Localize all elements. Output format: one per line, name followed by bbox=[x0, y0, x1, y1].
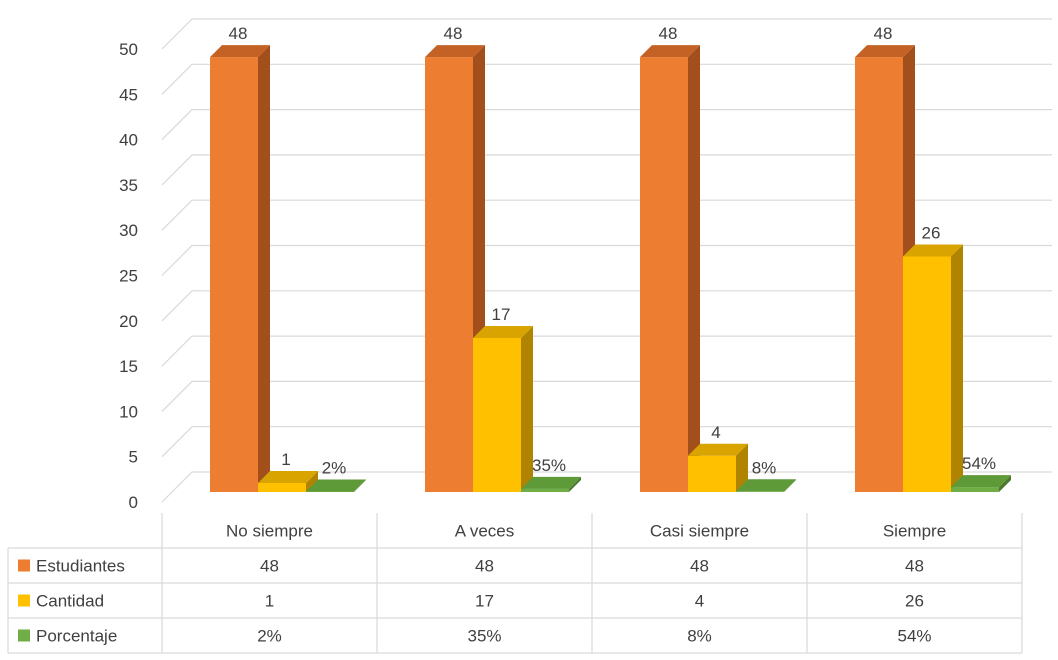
data-label: 54% bbox=[962, 454, 996, 473]
gridline bbox=[161, 199, 1052, 231]
table-cell: 4 bbox=[695, 592, 704, 611]
table-cell: 48 bbox=[260, 557, 279, 576]
data-label: 48 bbox=[659, 24, 678, 43]
bar-estudiantes-2 bbox=[640, 45, 700, 493]
data-labels: 48 1 2% 48 17 35% 48 4 8% 48 26 54% bbox=[229, 24, 996, 477]
y-tick-label: 0 bbox=[129, 493, 138, 512]
bar-cantidad-3 bbox=[903, 244, 963, 492]
legend-label: Estudiantes bbox=[36, 557, 125, 576]
bars bbox=[210, 45, 1011, 493]
table-cell: 35% bbox=[467, 627, 501, 646]
y-tick-label: 50 bbox=[119, 40, 138, 59]
table-cell: 48 bbox=[690, 557, 709, 576]
bar-estudiantes-3 bbox=[855, 45, 915, 493]
data-label: 17 bbox=[492, 305, 511, 324]
gridline bbox=[161, 426, 1052, 458]
legend-label: Porcentaje bbox=[36, 627, 117, 646]
bar-estudiantes-0 bbox=[210, 45, 270, 493]
gridline bbox=[161, 154, 1052, 186]
data-label: 35% bbox=[532, 456, 566, 475]
gridline bbox=[161, 108, 1052, 141]
data-label: 26 bbox=[922, 223, 941, 242]
legend-swatch bbox=[18, 629, 30, 642]
y-tick-label: 40 bbox=[119, 131, 138, 150]
x-tick-label: Casi siempre bbox=[650, 522, 749, 541]
y-tick-label: 5 bbox=[129, 448, 138, 467]
gridline bbox=[161, 290, 1052, 322]
gridlines bbox=[161, 18, 1052, 503]
bar-porcentaje-0 bbox=[306, 479, 366, 492]
table-cell: 48 bbox=[905, 557, 924, 576]
gridline bbox=[161, 63, 1052, 95]
y-tick-label: 30 bbox=[119, 221, 138, 240]
data-label: 4 bbox=[711, 423, 720, 442]
data-table: No siempre A veces Casi siempre Siempre Estu… bbox=[7, 513, 1023, 654]
table-cell: 8% bbox=[687, 627, 712, 646]
y-tick-label: 25 bbox=[119, 267, 138, 286]
y-tick-label: 15 bbox=[119, 357, 138, 376]
bar-porcentaje-1 bbox=[521, 476, 581, 492]
bar-porcentaje-3 bbox=[951, 475, 1011, 492]
y-tick-label: 45 bbox=[119, 85, 138, 104]
table-cell: 26 bbox=[905, 592, 924, 611]
y-tick-label: 35 bbox=[119, 176, 138, 195]
bar-cantidad-0 bbox=[258, 470, 318, 492]
data-label: 48 bbox=[874, 24, 893, 43]
data-label: 8% bbox=[752, 458, 777, 477]
data-label: 1 bbox=[281, 450, 290, 469]
bar-cantidad-2 bbox=[688, 443, 748, 492]
gridline bbox=[161, 471, 1052, 503]
y-axis: 0 5 10 15 20 25 30 35 40 45 50 bbox=[119, 40, 138, 512]
bar-porcentaje-2 bbox=[736, 479, 796, 492]
table-cell: 1 bbox=[265, 592, 274, 611]
table-cell: 48 bbox=[475, 557, 494, 576]
y-tick-label: 10 bbox=[119, 402, 138, 421]
bar-cantidad-1 bbox=[473, 325, 533, 492]
gridline bbox=[161, 335, 1052, 367]
x-tick-label: No siempre bbox=[226, 522, 313, 541]
gridline bbox=[161, 18, 1052, 50]
x-tick-label: Siempre bbox=[883, 522, 946, 541]
gridline bbox=[161, 244, 1052, 276]
table-cell: 17 bbox=[475, 592, 494, 611]
data-label: 2% bbox=[322, 459, 347, 478]
legend-swatch bbox=[18, 594, 30, 607]
data-label: 48 bbox=[229, 24, 248, 43]
legend-label: Cantidad bbox=[36, 592, 104, 611]
legend-swatch bbox=[18, 559, 30, 572]
table-cell: 2% bbox=[257, 627, 282, 646]
data-label: 48 bbox=[444, 24, 463, 43]
table-cell: 54% bbox=[897, 627, 931, 646]
y-tick-label: 20 bbox=[119, 312, 138, 331]
gridline bbox=[161, 380, 1052, 412]
x-tick-label: A veces bbox=[455, 522, 515, 541]
